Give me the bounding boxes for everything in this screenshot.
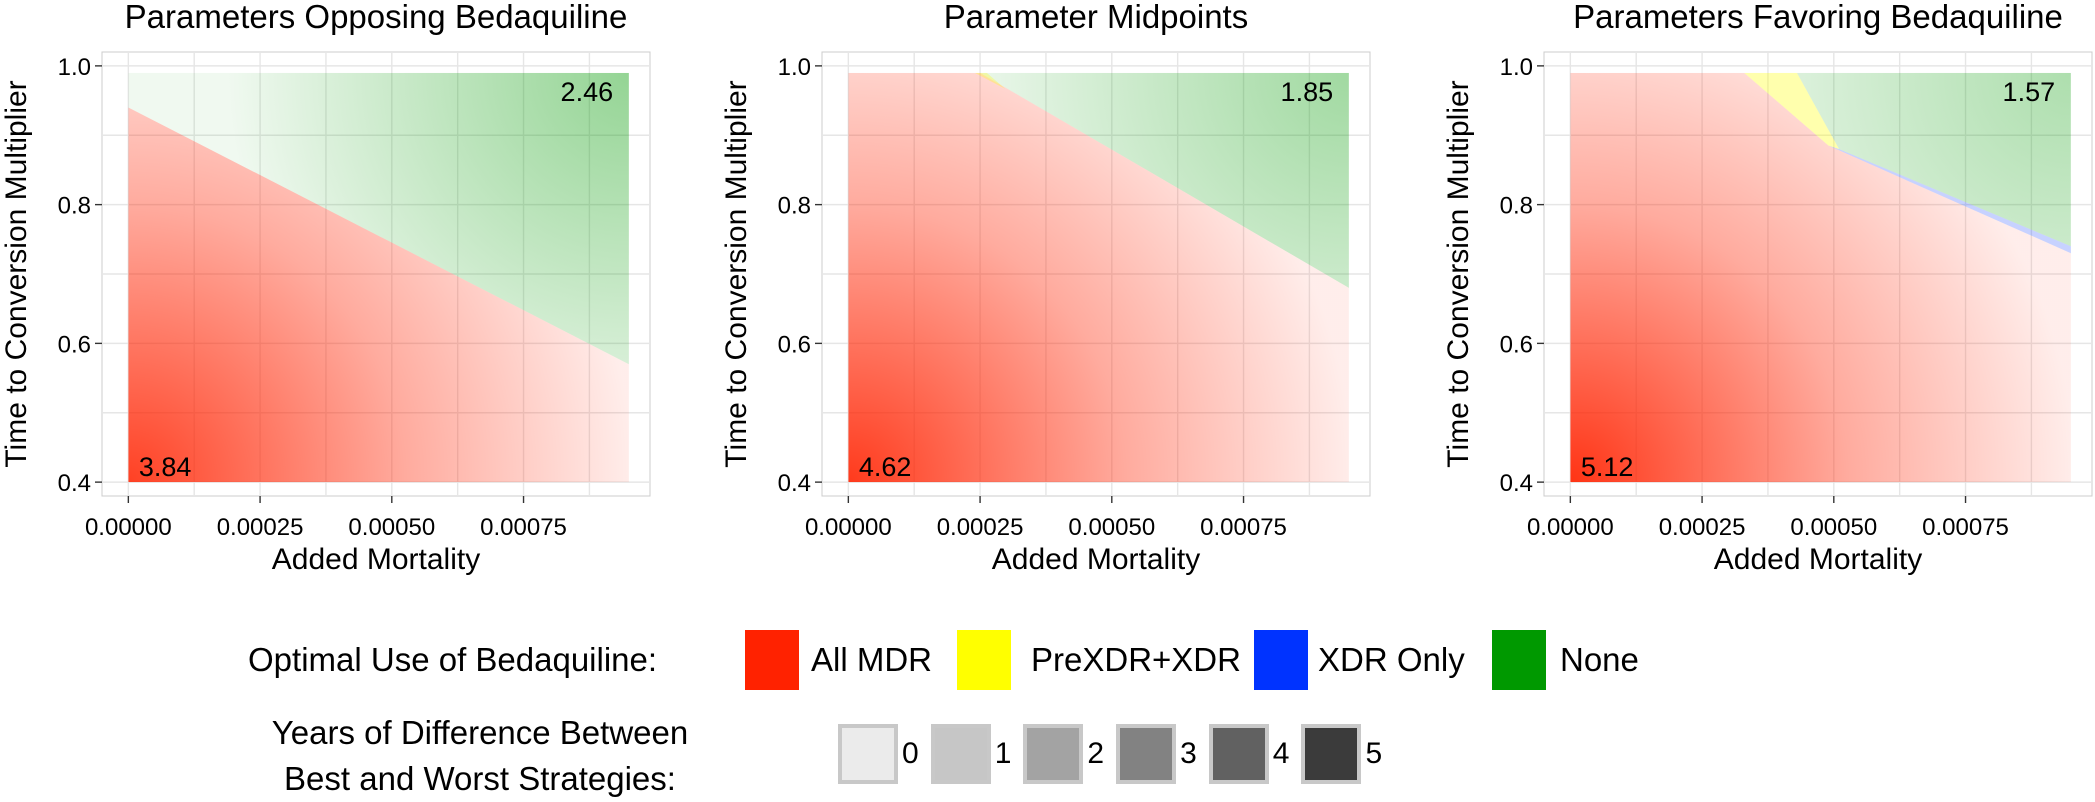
legend-item-prexdr-xdr: PreXDR+XDR: [957, 630, 1254, 690]
panel-2-x-tick-label: 0.00050: [1068, 514, 1155, 541]
panel-3-x-tick-label: 0.00000: [1527, 514, 1614, 541]
panel-2-x-tick-label: 0.00025: [937, 514, 1024, 541]
panel-2-region-none: [980, 72, 1349, 288]
panel-1-y-tick-label: 1.0: [58, 54, 91, 81]
panel-2-y-tick-label: 0.4: [778, 470, 811, 497]
panel-3-region-xdr-only: [1828, 145, 2071, 254]
panel-3-x-tick-label: 0.00025: [1659, 514, 1746, 541]
panel-2-y-tick-label: 1.0: [778, 54, 811, 81]
alpha-label-3: 3: [1180, 737, 1197, 770]
panel-3-y-tick-label: 0.6: [1500, 331, 1533, 358]
panel-1-y-tick-label: 0.6: [58, 331, 91, 358]
legend-swatch-xdr-only: [1254, 630, 1308, 690]
panel-1-x-tick-label: 0.00050: [348, 514, 435, 541]
panel-1-x-axis-label: Added Mortality: [272, 543, 480, 576]
alpha-legend-title: Years of Difference Between Best and Wor…: [240, 710, 720, 802]
panel-2: 1.85 4.62 Parameter Midpoints 0.00000 0.0002…: [720, 0, 1371, 576]
alpha-swatch-5: [1301, 724, 1362, 784]
legend-item-none: None: [1492, 630, 1639, 690]
legend-label-none: None: [1560, 641, 1639, 678]
legend-label-prexdr-xdr: PreXDR+XDR: [1031, 641, 1241, 678]
panel-2-heatmap: [848, 72, 1349, 483]
panel-3-annotation-1: 1.57: [2003, 77, 2056, 107]
alpha-swatch-2: [1023, 724, 1084, 784]
panel-3-title: Parameters Favoring Bedaquiline: [1573, 0, 2063, 35]
panel-1-region-all-mdr: [128, 107, 629, 483]
panel-3-region-all-mdr: [1570, 72, 2071, 483]
alpha-label-5: 5: [1365, 737, 1383, 770]
fill-legend: Optimal Use of Bedaquiline: All MDR PreX…: [248, 628, 1639, 692]
panel-2-y-tick-label: 0.8: [778, 193, 811, 220]
panel-1-y-tick-label: 0.8: [58, 193, 91, 220]
panel-3-heatmap: [1570, 72, 2071, 483]
alpha-legend-title-line1: Years of Difference Between: [271, 714, 689, 751]
panel-2-title: Parameter Midpoints: [944, 0, 1248, 35]
alpha-label-2: 2: [1087, 737, 1105, 770]
panel-2-y-axis-label: Time to Conversion Multiplier: [720, 80, 753, 467]
alpha-item-4: 4: [1208, 724, 1302, 784]
panel-1-annotation-2: 3.84: [139, 452, 192, 482]
alpha-item-5: 5: [1301, 724, 1394, 784]
panel-3-annotation-2: 5.12: [1581, 452, 1634, 482]
fill-legend-title: Optimal Use of Bedaquiline:: [248, 641, 658, 678]
panel-1-y-tick-label: 0.4: [58, 470, 91, 497]
panel-3-region-prexdr-xdr: [1744, 72, 1840, 150]
panel-1-heatmap: [128, 72, 629, 483]
panel-1-x-tick-label: 0.00075: [480, 514, 567, 541]
alpha-swatch-1: [930, 724, 991, 784]
panel-2-x-tick-label: 0.00000: [805, 514, 892, 541]
alpha-label-1: 1: [994, 737, 1012, 770]
alpha-item-1: 1: [930, 724, 1024, 784]
panel-2-region-all-mdr: [848, 72, 1349, 483]
alpha-swatch-0: [838, 724, 898, 784]
legend-swatch-none: [1492, 630, 1546, 690]
legend-item-all-mdr: All MDR: [745, 630, 957, 690]
alpha-label-0: 0: [902, 737, 919, 770]
panel-1-title: Parameters Opposing Bedaquiline: [125, 0, 628, 35]
panel-3-y-tick-label: 0.8: [1500, 193, 1533, 220]
legend-swatch-all-mdr: [745, 630, 799, 690]
alpha-swatch-4: [1208, 724, 1269, 784]
panel-3-y-axis-label: Time to Conversion Multiplier: [1442, 80, 1475, 467]
panel-3-y-tick-label: 1.0: [1500, 54, 1533, 81]
alpha-item-3: 3: [1116, 724, 1209, 784]
legend-label-all-mdr: All MDR: [811, 641, 932, 678]
panel-3-y-tick-label: 0.4: [1500, 470, 1533, 497]
panel-1: 2.46 3.84 Parameters Opposing Bedaquiline 0…: [0, 0, 651, 576]
panel-3-x-axis-label: Added Mortality: [1714, 543, 1922, 576]
panel-2-x-tick-label: 0.00075: [1200, 514, 1287, 541]
alpha-legend-title-line2: Best and Worst Strategies:: [284, 760, 676, 797]
panel-2-annotation-2: 4.62: [859, 452, 912, 482]
panel-2-region-prexdr-xdr: [974, 72, 1006, 89]
panel-2-y-tick-label: 0.6: [778, 331, 811, 358]
alpha-item-2: 2: [1023, 724, 1116, 784]
panel-3-x-tick-label: 0.00075: [1922, 514, 2009, 541]
panel-1-y-axis-label: Time to Conversion Multiplier: [0, 80, 33, 467]
alpha-item-0: 0: [838, 724, 931, 784]
panel-3-region-none: [1796, 72, 2071, 247]
alpha-label-4: 4: [1272, 737, 1290, 770]
alpha-swatch-3: [1116, 724, 1177, 784]
legend-label-xdr-only: XDR Only: [1318, 641, 1465, 678]
panel-1-region-none: [128, 72, 629, 365]
legend-swatch-prexdr-xdr: [957, 630, 1011, 690]
panel-1-x-tick-label: 0.00000: [85, 514, 172, 541]
alpha-legend: 0 1 2 3 4 5: [838, 722, 1394, 786]
panel-2-x-axis-label: Added Mortality: [992, 543, 1200, 576]
panel-3-x-tick-label: 0.00050: [1790, 514, 1877, 541]
legend-item-xdr-only: XDR Only: [1254, 630, 1492, 690]
panel-1-x-tick-label: 0.00025: [217, 514, 304, 541]
panel-1-annotation-1: 2.46: [561, 77, 614, 107]
panel-2-annotation-1: 1.85: [1281, 77, 1334, 107]
panel-3: 1.57 5.12 Parameters Favoring Bedaquiline 0…: [1442, 0, 2093, 576]
